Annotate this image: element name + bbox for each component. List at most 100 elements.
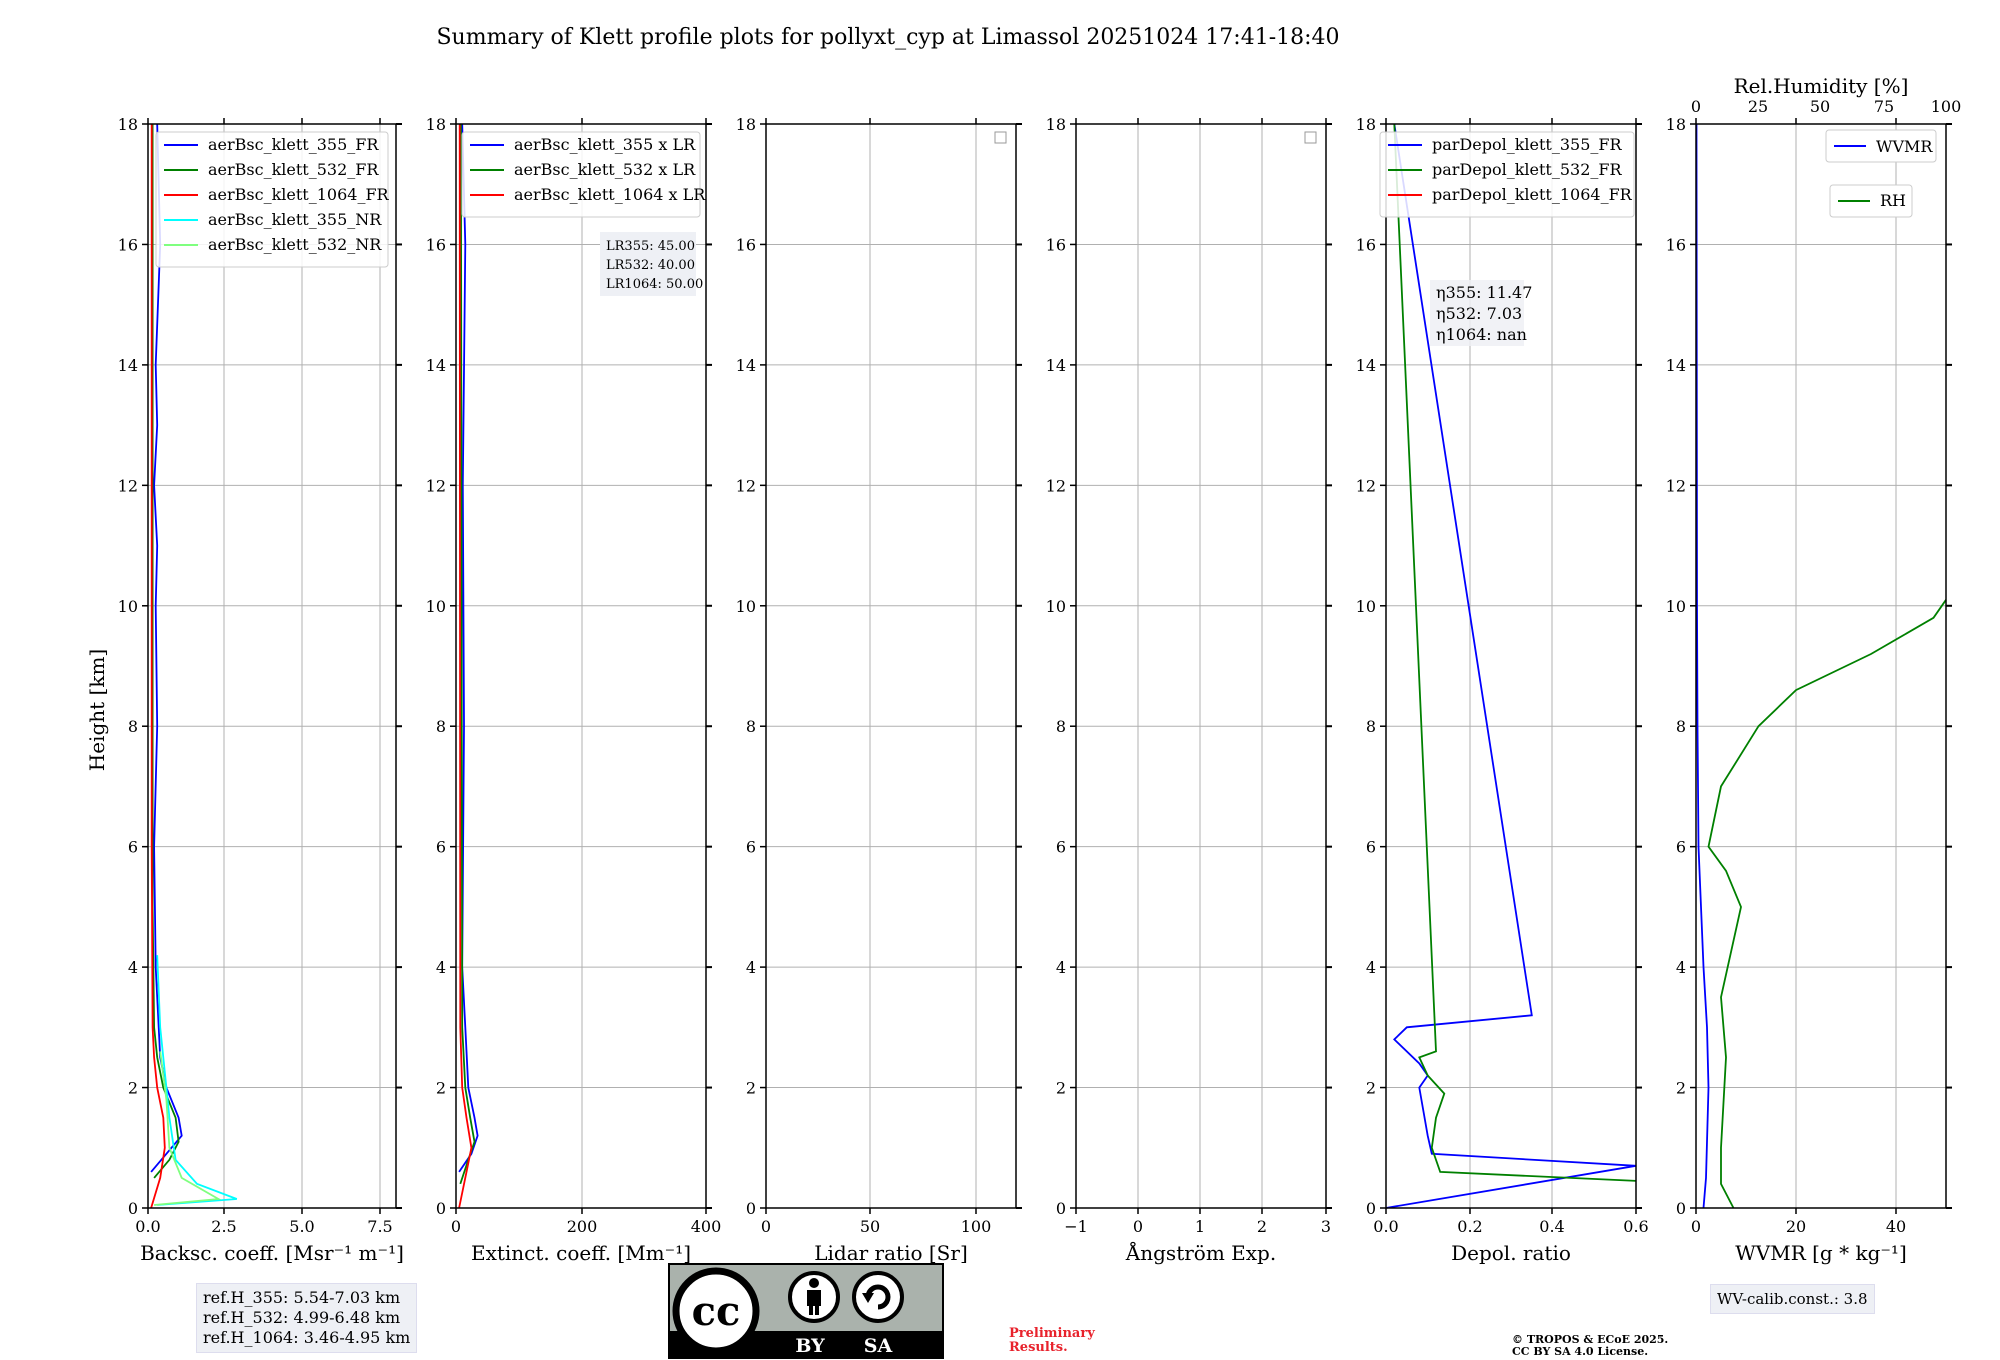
legend-entry: aerBsc_klett_355_NR (208, 210, 382, 229)
license-sa-label: SA (864, 1335, 893, 1357)
y-tick-label: 2 (1366, 1079, 1376, 1098)
eta-value: η355: 11.47 (1436, 283, 1532, 302)
x-axis-label: Lidar ratio [Sr] (814, 1241, 968, 1265)
eta-value: η532: 7.03 (1436, 304, 1522, 323)
y-tick-label: 12 (736, 476, 756, 495)
y-tick-label: 10 (118, 597, 138, 616)
legend-entry: aerBsc_klett_355_FR (208, 135, 379, 154)
ref-height-532: ref.H_532: 4.99-6.48 km (203, 1308, 401, 1327)
eta-value: η1064: nan (1436, 325, 1527, 344)
series-line-aerBsc_klett_355_NR (156, 955, 238, 1206)
x-tick-label: 0.0 (135, 1217, 160, 1236)
legend-box (461, 131, 701, 218)
panel-3: 0 2 4 6 8 10 12 14 16 18 0 50 100 Lidar ratio [Sr] (736, 115, 1022, 1265)
y-tick-label: 14 (1356, 356, 1376, 375)
x-tick-label: 20 (1786, 1217, 1806, 1236)
x-tick-label: 1 (1195, 1217, 1205, 1236)
legend-depol: parDepol_klett_355_FR parDepol_klett_532_… (1379, 131, 1635, 218)
y-tick-label: 18 (1356, 115, 1376, 134)
y-tick-label: 2 (746, 1079, 756, 1098)
legend-rh: RH (1829, 184, 1913, 218)
info-box-bg (1430, 280, 1524, 346)
top-tick-label: 25 (1748, 97, 1768, 116)
y-tick-label: 4 (1366, 958, 1376, 977)
legend-wvmr: WVMR (1825, 129, 1937, 163)
info-box-bg (600, 232, 696, 296)
reference-height-box: ref.H_355: 5.54-7.03 km ref.H_532: 4.99-… (196, 1283, 418, 1353)
y-tick-label: 16 (118, 235, 138, 254)
x-axis-label: Depol. ratio (1451, 1241, 1571, 1265)
y-tick-label: 8 (128, 717, 138, 736)
x-tick-label: 5.0 (289, 1217, 314, 1236)
y-tick-label: 8 (1676, 717, 1686, 736)
ref-height-1064: ref.H_1064: 3.46-4.95 km (203, 1328, 411, 1347)
lidar-ratio-info-box: LR355: 45.00 LR532: 40.00 LR1064: 50.00 (600, 232, 703, 296)
x-tick-label: 50 (860, 1217, 880, 1236)
x-tick-label: 0.2 (1457, 1217, 1482, 1236)
y-tick-label: 2 (1056, 1079, 1066, 1098)
y-tick-label: 12 (1666, 476, 1686, 495)
axes-frame (1385, 123, 1637, 1209)
series-line-RH (1707, 599, 1947, 1209)
panel-1: 0 2 4 6 8 10 12 14 16 18 0.0 2.5 5.0 7.5 Backsc. coeff… (118, 115, 404, 1265)
x-axis-label: Extinct. coeff. [Mm⁻¹] (471, 1241, 691, 1265)
x-tick-label: 3 (1321, 1217, 1331, 1236)
x-tick-label: 0 (1133, 1217, 1143, 1236)
top-tick-label: 100 (1931, 97, 1962, 116)
y-tick-label: 10 (1356, 597, 1376, 616)
legend-entry: parDepol_klett_1064_FR (1432, 185, 1633, 204)
legend-entry: parDepol_klett_355_FR (1432, 135, 1623, 154)
legend-extinction: aerBsc_klett_355 x LR aerBsc_klett_532 x … (461, 131, 706, 218)
rh-top-axis: 0 25 50 75 100 Rel.Humidity [%] (1691, 74, 1961, 116)
series-line-aerBsc_klett_532_NR (154, 1051, 222, 1206)
top-tick-label: 0 (1691, 97, 1701, 116)
x-tick-label: 100 (961, 1217, 992, 1236)
y-tick-label: 6 (1676, 838, 1686, 857)
x-axis-label: WVMR [g * kg⁻¹] (1735, 1241, 1907, 1265)
legend-entry: aerBsc_klett_355 x LR (514, 135, 696, 154)
y-tick-label: 14 (426, 356, 446, 375)
x-tick-label: 2.5 (211, 1217, 236, 1236)
axes-frame (147, 123, 397, 1209)
legend-box (1825, 129, 1937, 163)
y-tick-label: 6 (1056, 838, 1066, 857)
y-tick-label: 16 (736, 235, 756, 254)
y-tick-label: 0 (1366, 1199, 1376, 1218)
y-tick-label: 0 (436, 1199, 446, 1218)
y-tick-label: 10 (736, 597, 756, 616)
y-tick-label: 4 (436, 958, 446, 977)
y-tick-label: 16 (1666, 235, 1686, 254)
license-by-label: BY (795, 1335, 825, 1357)
legend-entry: aerBsc_klett_1064 x LR (514, 185, 706, 204)
ref-height-355: ref.H_355: 5.54-7.03 km (203, 1288, 401, 1307)
y-tick-label: 10 (1666, 597, 1686, 616)
cc-by-sa-license-badge: cc BY SA (668, 1263, 944, 1359)
x-tick-label: 0 (451, 1217, 461, 1236)
y-tick-label: 10 (426, 597, 446, 616)
y-tick-label: 6 (746, 838, 756, 857)
y-tick-label: 4 (1056, 958, 1066, 977)
axes-frame (1695, 123, 1947, 1209)
share-alike-icon (852, 1271, 904, 1323)
x-tick-label: −1 (1064, 1217, 1088, 1236)
svg-text:cc: cc (692, 1288, 741, 1335)
y-tick-label: 8 (1056, 717, 1066, 736)
legend-entry: aerBsc_klett_532_NR (208, 235, 382, 254)
series-line-aerBsc_klett_1064 x LR (458, 123, 473, 1209)
y-tick-label: 14 (118, 356, 138, 375)
x-axis-label: Ångström Exp. (1125, 1240, 1276, 1265)
y-tick-label: 12 (1046, 476, 1066, 495)
y-tick-label: 6 (128, 838, 138, 857)
top-tick-label: 50 (1810, 97, 1830, 116)
y-tick-label: 4 (1676, 958, 1686, 977)
legend-box (155, 131, 389, 268)
series-line-aerBsc_klett_532 x LR (459, 123, 476, 1185)
x-axis-label: Backsc. coeff. [Msr⁻¹ m⁻¹] (140, 1241, 404, 1265)
panel-5: 0 2 4 6 8 10 12 14 16 18 0.0 0.2 0.4 0.6 Depol. ratio (1356, 115, 1649, 1265)
y-tick-label: 14 (1666, 356, 1686, 375)
preliminary-results-note: Preliminary Results. (1009, 1326, 1095, 1355)
y-tick-label: 2 (128, 1079, 138, 1098)
series-line-aerBsc_klett_1064_FR (150, 124, 166, 1209)
x-tick-label: 0.6 (1623, 1217, 1648, 1236)
